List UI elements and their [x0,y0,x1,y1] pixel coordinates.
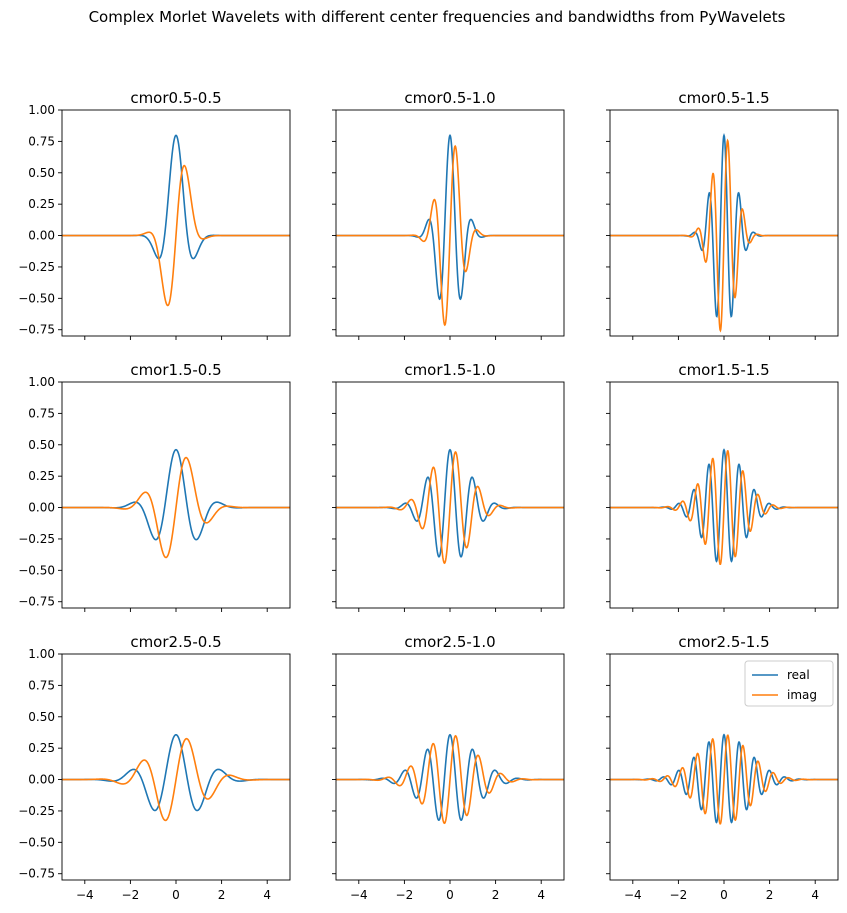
subplot-title: cmor2.5-0.5 [130,633,221,651]
imag-series-line [336,451,564,565]
y-tick-label: −0.25 [18,804,55,818]
y-tick-label: 0.50 [28,166,55,180]
axes-frame [61,381,291,609]
subplot-6: cmor1.5-1.5 [606,361,839,612]
y-tick-label: −0.50 [18,291,55,305]
subplot-1: cmor0.5-0.5 −0.75 −0.50 −0.25 0.00 0.25 0.50 0.… [18,89,291,340]
legend: real imag [744,660,834,707]
y-tick-label: −0.75 [18,323,55,337]
subplot-title: cmor1.5-1.0 [404,361,495,379]
y-tick-label: 0.75 [28,406,55,420]
y-tick-label: 0.00 [28,773,55,787]
subplot-title: cmor0.5-1.5 [678,89,769,107]
y-tick-label: 0.25 [28,741,55,755]
subplot-title: cmor2.5-1.0 [404,633,495,651]
axes-frame [61,109,291,337]
y-tick-label: 0.25 [28,469,55,483]
imag-series-line [62,737,290,822]
subplot-title: cmor2.5-1.5 [678,633,769,651]
x-tick-label: 0 [720,888,728,902]
axes-frame [335,653,565,881]
x-tick-label: −4 [624,888,642,902]
y-tick-label: 0.50 [28,438,55,452]
figure-title: Complex Morlet Wavelets with different c… [89,8,786,26]
x-tick-label: 2 [766,888,774,902]
y-tick-label: −0.25 [18,532,55,546]
imag-series-line [336,144,564,327]
subplot-title: cmor1.5-1.5 [678,361,769,379]
y-tick-label: 0.50 [28,710,55,724]
real-series-line [62,448,290,541]
axes-frame [61,653,291,881]
y-tick-label: −0.50 [18,563,55,577]
subplot-title: cmor0.5-1.0 [404,89,495,107]
y-tick-label: 0.00 [28,501,55,515]
x-tick-label: −2 [396,888,414,902]
imag-series-line [62,456,290,559]
subplot-7: cmor2.5-0.5 −4 −2 0 2 4 −0.75 −0.50 −0.25 0.00 0.2… [18,633,291,902]
x-tick-label: −2 [670,888,688,902]
imag-series-line [336,734,564,825]
y-tick-label: −0.50 [18,835,55,849]
subplot-5: cmor1.5-1.0 [332,361,565,612]
y-tick-label: 0.75 [28,678,55,692]
subplot-2: cmor0.5-1.0 [332,89,565,340]
x-tick-label: −4 [76,888,94,902]
imag-series-line [610,734,838,825]
subplot-3: cmor0.5-1.5 [606,89,839,340]
subplot-title: cmor1.5-0.5 [130,361,221,379]
y-tick-label: 0.00 [28,229,55,243]
y-tick-label: −0.75 [18,595,55,609]
imag-series-line [610,450,838,566]
x-tick-label: 0 [172,888,180,902]
y-tick-label: 1.00 [28,103,55,117]
subplots-grid: cmor0.5-0.5 −0.75 −0.50 −0.25 0.00 0.25 0.50 0.… [18,89,839,902]
legend-label-imag: imag [787,688,817,702]
x-tick-label: 2 [218,888,226,902]
y-tick-label: −0.25 [18,260,55,274]
x-tick-label: −2 [122,888,140,902]
subplot-title: cmor0.5-0.5 [130,89,221,107]
subplot-9: cmor2.5-1.5 −4 −2 0 2 4 real imag [606,633,839,902]
imag-series-line [610,138,838,333]
y-tick-label: 1.00 [28,647,55,661]
y-tick-label: 0.25 [28,197,55,211]
x-tick-label: 0 [446,888,454,902]
legend-label-real: real [787,668,810,682]
x-tick-label: 4 [537,888,545,902]
x-tick-label: 4 [263,888,271,902]
x-tick-label: −4 [350,888,368,902]
real-series-line [62,733,290,812]
y-tick-label: 1.00 [28,375,55,389]
imag-series-line [62,164,290,307]
x-tick-label: 4 [811,888,819,902]
y-tick-label: 0.75 [28,134,55,148]
y-tick-label: −0.75 [18,867,55,881]
subplot-8: cmor2.5-1.0 −4 −2 0 2 4 [332,633,565,902]
subplot-4: cmor1.5-0.5 −0.75 −0.50 −0.25 0.00 0.25 0.50 0.… [18,361,291,612]
x-tick-label: 2 [492,888,500,902]
